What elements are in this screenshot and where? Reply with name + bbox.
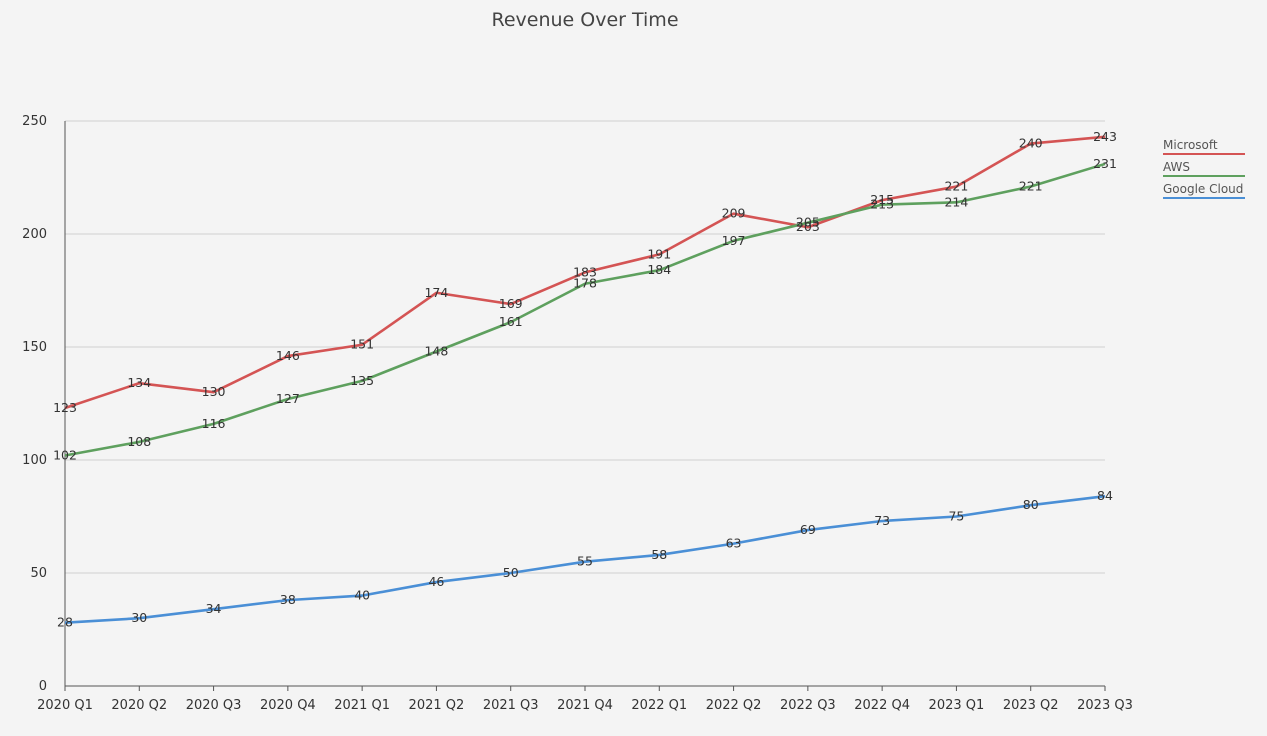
data-label: 184 — [647, 262, 671, 277]
y-tick-label: 100 — [22, 453, 47, 468]
x-tick-label: 2020 Q3 — [186, 698, 242, 713]
data-label: 28 — [57, 615, 73, 630]
data-label: 75 — [948, 509, 964, 524]
y-tick-label: 200 — [22, 227, 47, 242]
legend-label: Google Cloud — [1163, 182, 1244, 196]
x-tick-label: 2020 Q1 — [37, 698, 93, 713]
series-line-google-cloud — [64, 494, 1106, 625]
data-label: 151 — [350, 337, 374, 352]
data-label: 209 — [722, 206, 746, 221]
legend-swatch — [1163, 153, 1245, 155]
data-label: 197 — [722, 233, 746, 248]
data-label: 127 — [276, 391, 300, 406]
x-tick-label: 2022 Q3 — [780, 698, 836, 713]
chart-title: Revenue Over Time — [491, 9, 679, 31]
data-label: 148 — [424, 344, 448, 359]
data-label: 205 — [796, 215, 820, 230]
y-tick-label: 50 — [30, 566, 47, 581]
data-label: 191 — [647, 246, 671, 261]
x-tick-label: 2020 Q2 — [111, 698, 167, 713]
data-label: 215 — [870, 192, 894, 207]
data-label: 146 — [276, 348, 300, 363]
data-label: 183 — [573, 264, 597, 279]
series-line-aws — [64, 162, 1106, 457]
data-label: 231 — [1093, 156, 1117, 171]
data-label: 46 — [428, 574, 444, 589]
x-tick-label: 2022 Q2 — [706, 698, 762, 713]
data-label: 221 — [1019, 179, 1043, 194]
data-label: 69 — [800, 522, 816, 537]
data-label: 50 — [503, 565, 519, 580]
data-label: 214 — [944, 194, 968, 209]
data-label: 221 — [944, 179, 968, 194]
legend-label: AWS — [1163, 160, 1191, 174]
gridlines — [65, 120, 1105, 574]
x-tick-label: 2020 Q4 — [260, 698, 316, 713]
legend-swatch — [1163, 175, 1245, 177]
data-label: 243 — [1093, 129, 1117, 144]
y-tick-label: 0 — [39, 679, 47, 694]
data-label: 130 — [202, 384, 226, 399]
data-label: 169 — [499, 296, 523, 311]
data-label: 84 — [1097, 488, 1113, 503]
data-label: 203 — [796, 219, 820, 234]
x-tick-label: 2021 Q4 — [557, 698, 613, 713]
x-tick-label: 2021 Q1 — [334, 698, 390, 713]
x-tick-label: 2022 Q4 — [854, 698, 910, 713]
data-label: 58 — [651, 547, 667, 562]
data-label: 80 — [1023, 497, 1039, 512]
legend-label: Microsoft — [1163, 138, 1218, 152]
data-label: 40 — [354, 588, 370, 603]
data-label: 174 — [424, 285, 448, 300]
data-label: 123 — [53, 400, 77, 415]
data-label: 134 — [127, 375, 151, 390]
axes: 0 50 100 150 200 250 2020 Q1 2020 Q2 2020 Q3 2020… — [22, 114, 1133, 713]
data-label: 30 — [131, 610, 147, 625]
legend-item: Microsoft — [1163, 138, 1245, 155]
data-label: 63 — [726, 536, 742, 551]
data-label: 73 — [874, 513, 890, 528]
data-label: 161 — [499, 314, 523, 329]
data-label: 102 — [53, 447, 77, 462]
x-tick-label: 2022 Q1 — [631, 698, 687, 713]
data-label: 38 — [280, 592, 296, 607]
series-line-microsoft — [64, 135, 1106, 410]
data-label: 55 — [577, 554, 593, 569]
legend: Microsoft AWS Google Cloud — [1163, 138, 1245, 204]
y-tick-label: 250 — [22, 114, 47, 129]
data-label: 178 — [573, 276, 597, 291]
legend-item: AWS — [1163, 160, 1245, 177]
x-tick-label: 2023 Q3 — [1077, 698, 1133, 713]
legend-swatch — [1163, 197, 1245, 199]
data-label: 108 — [127, 434, 151, 449]
x-tick-label: 2023 Q1 — [929, 698, 985, 713]
series-lines — [64, 135, 1106, 625]
x-tick-label: 2021 Q2 — [409, 698, 465, 713]
x-tick-label: 2021 Q3 — [483, 698, 539, 713]
x-tick-label: 2023 Q2 — [1003, 698, 1059, 713]
legend-item: Google Cloud — [1163, 182, 1245, 199]
data-label: 135 — [350, 373, 374, 388]
data-label: 240 — [1019, 136, 1043, 151]
y-tick-label: 150 — [22, 340, 47, 355]
data-label: 213 — [870, 197, 894, 212]
data-label: 34 — [206, 601, 222, 616]
data-label: 116 — [202, 416, 226, 431]
data-labels: 1231341301461511741691831912092032152212… — [53, 129, 1117, 630]
